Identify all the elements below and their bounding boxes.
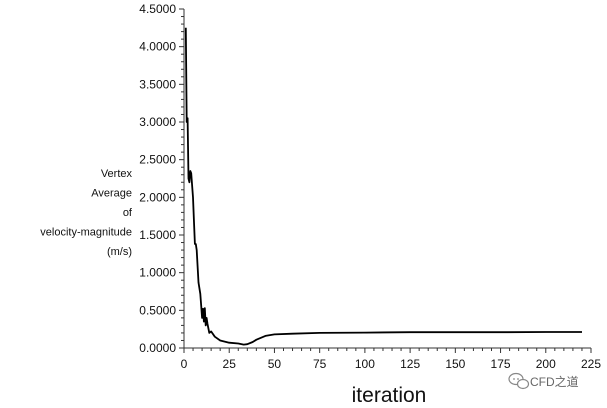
y-tick-label: 4.5000 bbox=[139, 2, 176, 16]
x-tick-label: 125 bbox=[400, 357, 420, 371]
watermark: CFD之道 bbox=[508, 372, 579, 390]
x-tick-label: 175 bbox=[491, 357, 511, 371]
y-axis-label-line: Average bbox=[91, 188, 132, 200]
series-line bbox=[184, 27, 582, 346]
y-tick-label: 2.0000 bbox=[139, 190, 176, 204]
y-tick-label: 3.0000 bbox=[139, 115, 176, 129]
y-axis-label-line: Vertex bbox=[101, 168, 133, 180]
y-tick-label: 1.0000 bbox=[139, 266, 176, 280]
y-tick-label: 1.5000 bbox=[139, 228, 176, 242]
x-tick-label: 100 bbox=[355, 357, 375, 371]
y-axis-label-line: of bbox=[123, 207, 133, 219]
x-tick-label: 150 bbox=[445, 357, 465, 371]
x-axis-label: iteration bbox=[352, 384, 427, 407]
y-tick-label: 3.5000 bbox=[139, 77, 176, 91]
x-tick-label: 200 bbox=[536, 357, 556, 371]
series-layer bbox=[184, 27, 582, 346]
x-tick-label: 0 bbox=[181, 357, 188, 371]
y-axis-ticks: 0.0000 0.5000 1.0000 1.5000 2.0000 2.5000 3.00… bbox=[139, 2, 184, 355]
y-axis-label: Vertex Average of velocity-magnitude (m/s) bbox=[40, 168, 133, 258]
x-axis-ticks: 0 25 50 75 100 125 150 175 200 225 bbox=[181, 348, 601, 371]
y-tick-label: 4.0000 bbox=[139, 40, 176, 54]
x-tick-label: 225 bbox=[581, 357, 601, 371]
x-tick-label: 50 bbox=[268, 357, 282, 371]
watermark-text: CFD之道 bbox=[530, 375, 579, 389]
chat-bubble-icon bbox=[508, 372, 530, 390]
y-tick-label: 0.0000 bbox=[139, 341, 176, 355]
y-axis-label-line: (m/s) bbox=[107, 246, 132, 258]
x-tick-label: 75 bbox=[313, 357, 327, 371]
y-tick-label: 2.5000 bbox=[139, 153, 176, 167]
x-tick-label: 25 bbox=[223, 357, 237, 371]
y-axis-label-line: velocity-magnitude bbox=[40, 227, 132, 239]
y-tick-label: 0.5000 bbox=[139, 303, 176, 317]
